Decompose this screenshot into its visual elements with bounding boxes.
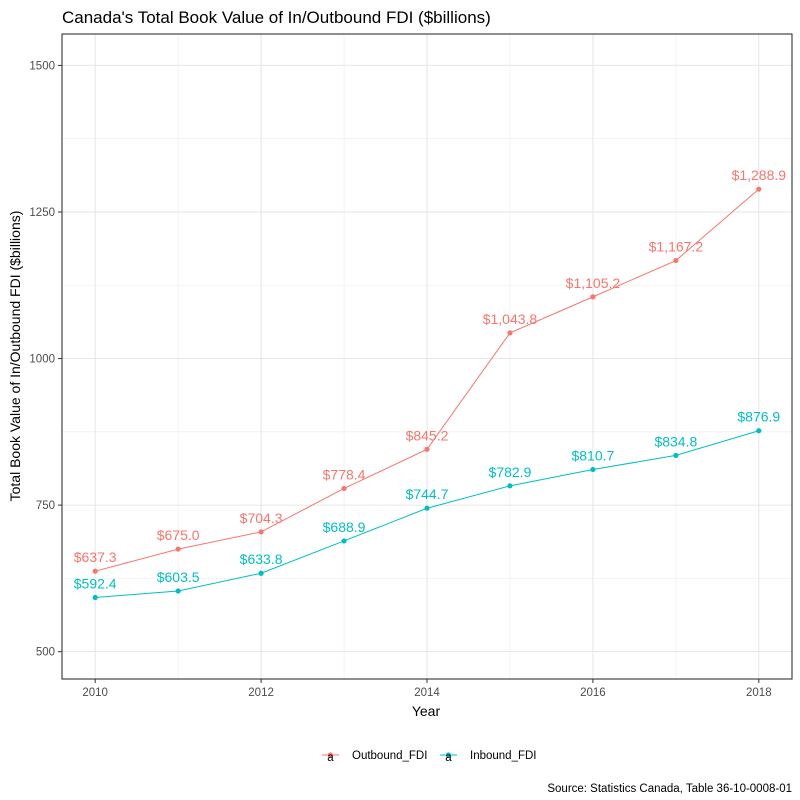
data-label-outbound-fdi: $637.3 [74, 549, 117, 565]
x-tick-label: 2016 [580, 687, 606, 699]
y-tick-label: 1500 [29, 60, 55, 72]
legend: a Outbound_FDI a Inbound_FDI [322, 750, 537, 764]
x-tick-label: 2012 [248, 687, 274, 699]
data-label-inbound-fdi: $603.5 [157, 569, 200, 585]
data-point-outbound-fdi [175, 546, 181, 552]
data-label-outbound-fdi: $704.3 [240, 510, 283, 526]
chart-title: Canada's Total Book Value of In/Outbound… [62, 8, 491, 27]
data-label-outbound-fdi: $778.4 [323, 466, 366, 482]
data-point-inbound-fdi [756, 428, 762, 434]
data-point-outbound-fdi [341, 485, 347, 492]
data-label-inbound-fdi: $810.7 [571, 448, 614, 464]
data-label-inbound-fdi: $834.8 [654, 433, 697, 449]
data-point-inbound-fdi [341, 538, 347, 544]
data-point-inbound-fdi [507, 483, 513, 489]
data-label-inbound-fdi: $782.9 [489, 464, 532, 480]
y-tick-label: 1250 [29, 207, 55, 219]
data-point-outbound-fdi [673, 257, 679, 264]
legend-key-point-inbound-fdi [445, 752, 452, 758]
y-axis: 500 750 1000 1250 1500 [29, 60, 62, 659]
x-tick-label: 2010 [82, 687, 108, 699]
legend-key-point-outbound-fdi [327, 752, 334, 758]
y-tick-label: 1000 [29, 354, 55, 366]
data-point-inbound-fdi [673, 452, 679, 459]
data-label-inbound-fdi: $744.7 [406, 486, 449, 502]
data-point-inbound-fdi [424, 505, 430, 511]
data-label-outbound-fdi: $1,043.8 [483, 311, 538, 327]
data-point-outbound-fdi [258, 529, 264, 535]
source-caption: Source: Statistics Canada, Table 36-10-0… [547, 783, 792, 795]
data-point-inbound-fdi [92, 594, 98, 601]
x-tick-label: 2018 [746, 687, 772, 699]
data-point-outbound-fdi [507, 330, 513, 336]
data-point-inbound-fdi [590, 466, 596, 473]
series-labels: $637.3 $675.0 $704.3 $778.4 $845.2 $1,043.8 $1… [74, 167, 787, 591]
y-tick-label: 500 [36, 647, 55, 659]
legend-label-outbound-fdi: Outbound_FDI [352, 750, 427, 762]
x-axis: 2010 2012 2014 2016 2018 [82, 679, 772, 699]
legend-key-glyph-inbound-fdi: a [445, 752, 452, 764]
data-label-outbound-fdi: $1,105.2 [566, 275, 621, 291]
data-point-inbound-fdi [258, 570, 264, 576]
data-label-outbound-fdi: $1,288.9 [732, 167, 787, 183]
data-label-inbound-fdi: $876.9 [737, 409, 780, 425]
x-axis-title: Year [412, 703, 441, 719]
data-point-outbound-fdi [590, 294, 596, 300]
plot-area: $637.3 $675.0 $704.3 $778.4 $845.2 $1,043.8 $1… [61, 33, 793, 680]
data-label-inbound-fdi: $688.9 [323, 519, 366, 535]
data-point-inbound-fdi [175, 588, 181, 594]
legend-key-glyph-outbound-fdi: a [327, 752, 334, 764]
data-point-outbound-fdi [756, 186, 762, 192]
data-label-outbound-fdi: $845.2 [406, 427, 449, 443]
y-axis-title: Total Book Value of In/Outbound FDI ($bi… [7, 211, 23, 502]
data-point-outbound-fdi [424, 446, 430, 452]
data-label-outbound-fdi: $675.0 [157, 527, 200, 543]
y-tick-label: 750 [36, 500, 55, 512]
data-label-inbound-fdi: $592.4 [74, 576, 117, 592]
x-tick-label: 2014 [414, 687, 440, 699]
series-points [92, 186, 762, 601]
data-point-outbound-fdi [92, 568, 98, 574]
data-label-inbound-fdi: $633.8 [240, 551, 283, 567]
legend-label-inbound-fdi: Inbound_FDI [470, 750, 537, 762]
data-label-outbound-fdi: $1,167.2 [649, 239, 704, 255]
